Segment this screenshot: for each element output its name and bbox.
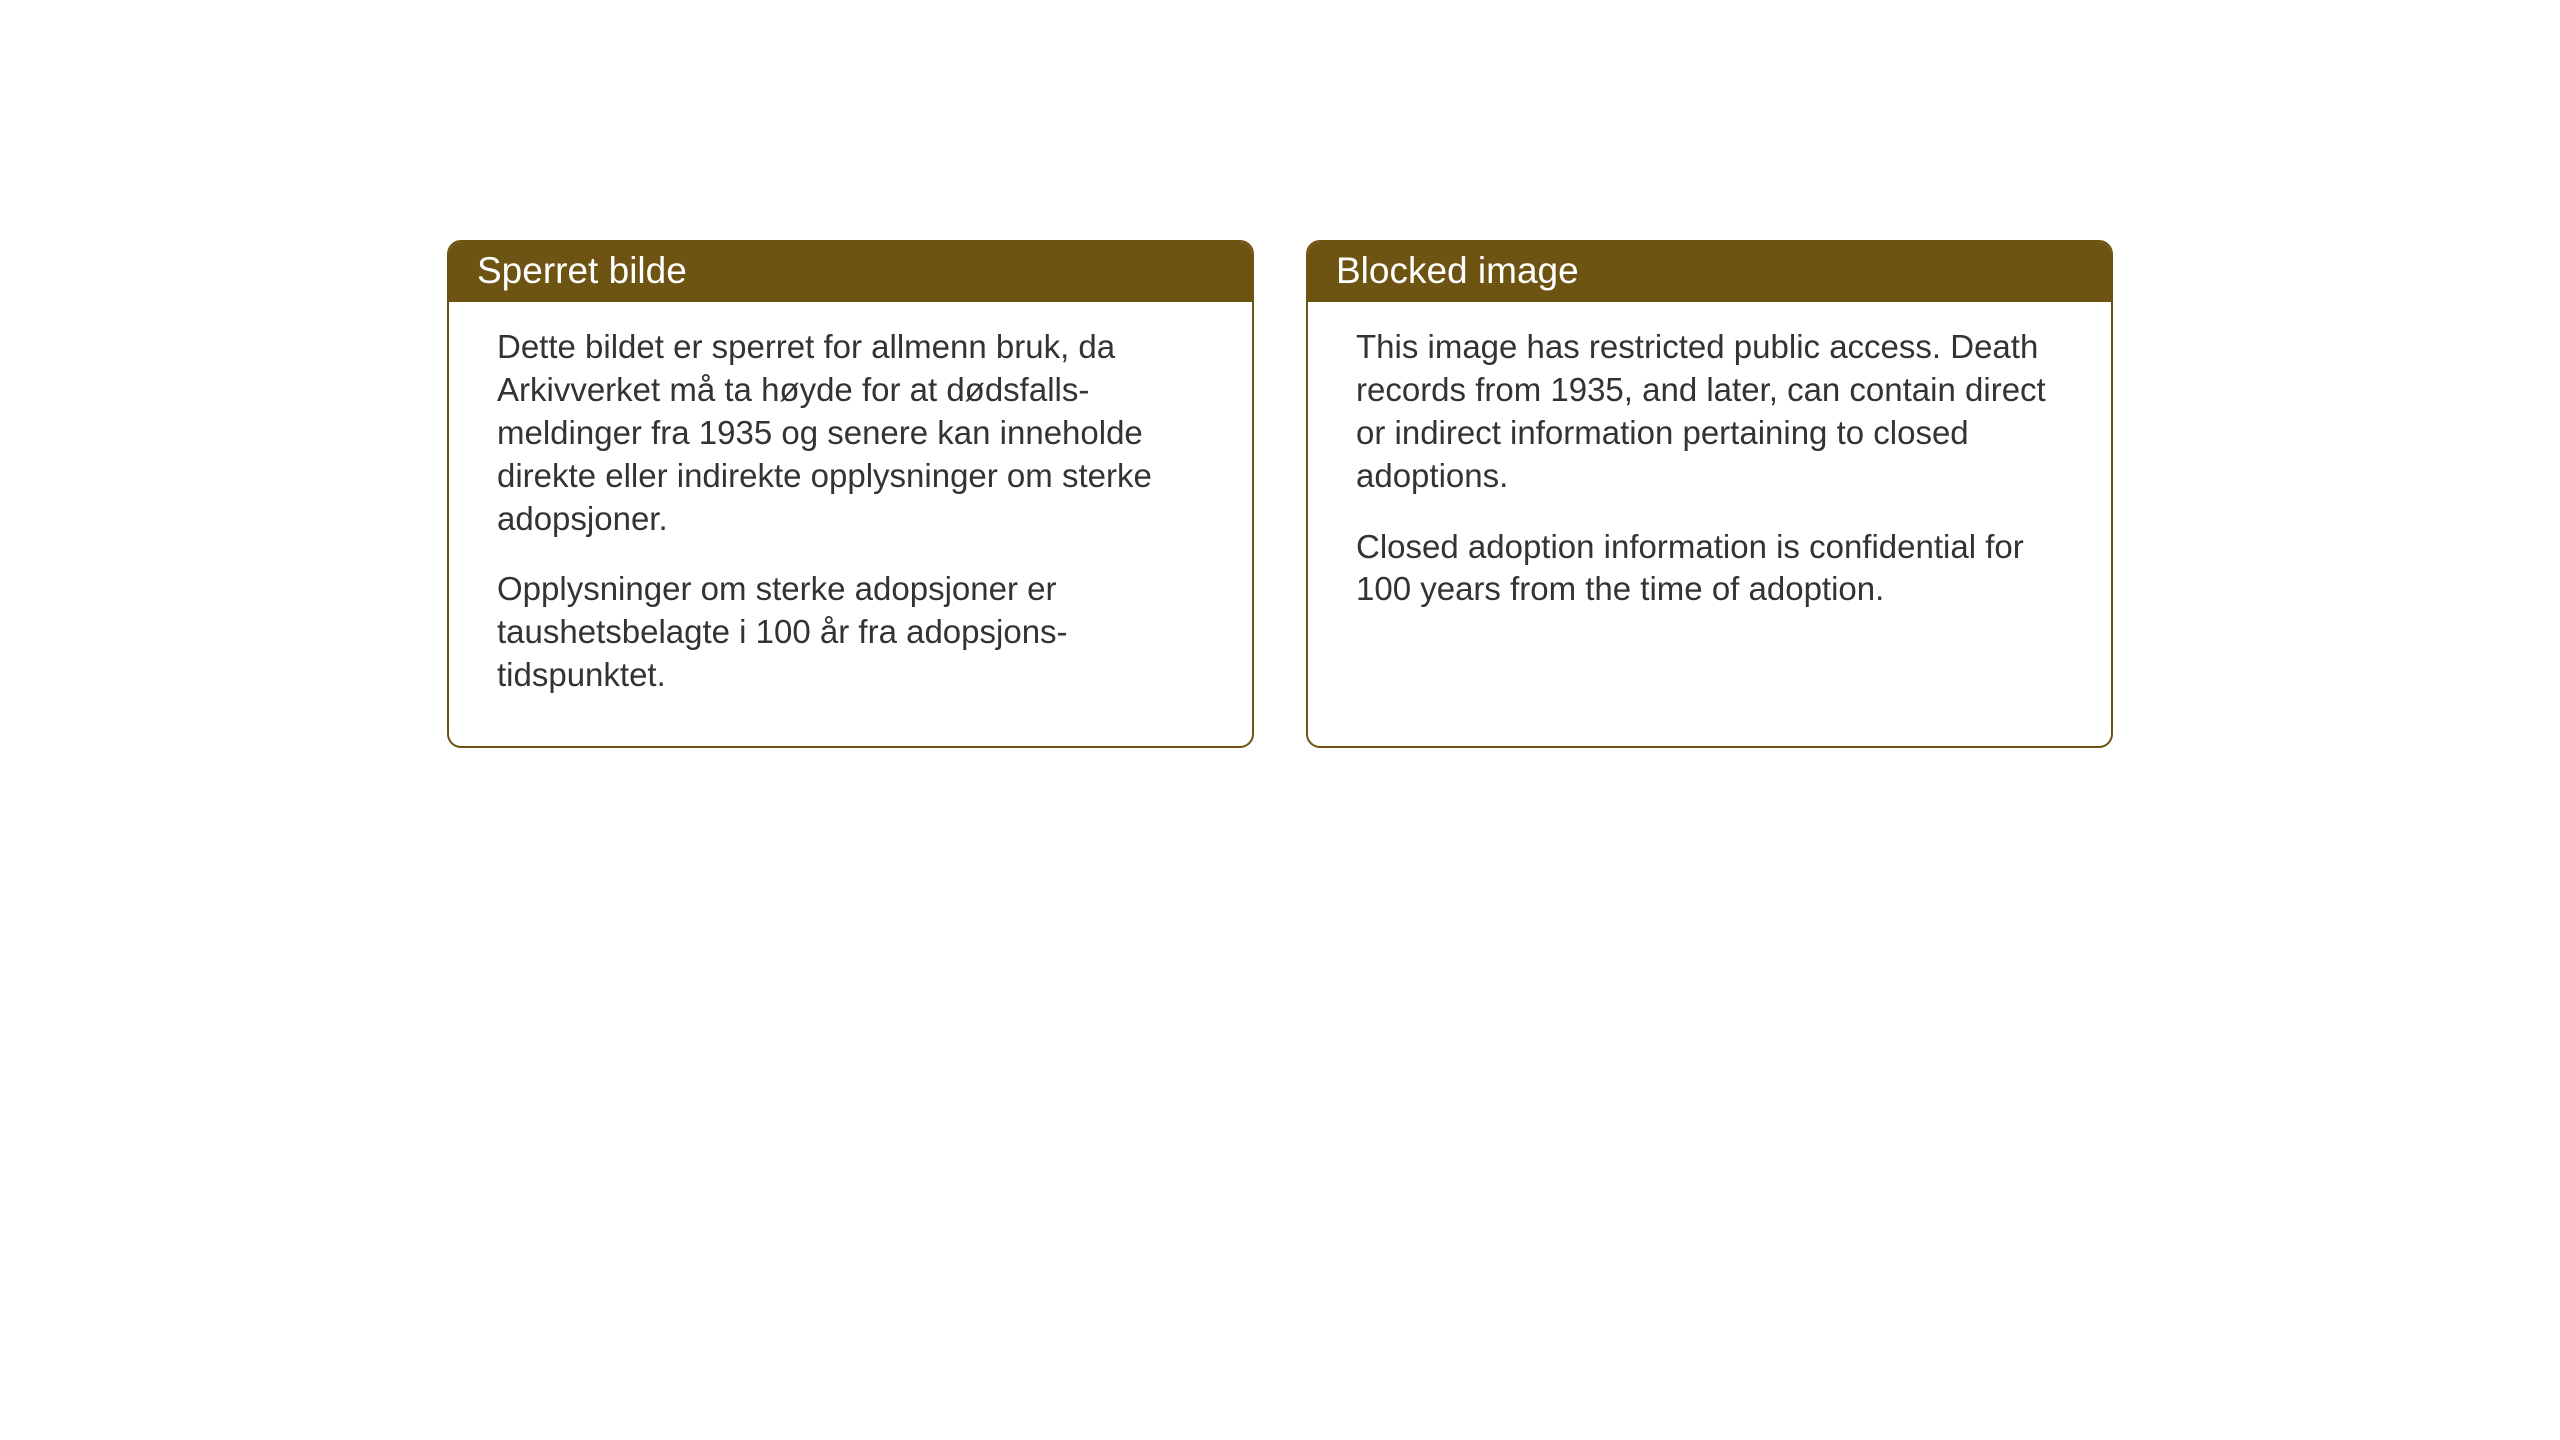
norwegian-card-header: Sperret bilde bbox=[449, 242, 1252, 302]
english-card-header: Blocked image bbox=[1308, 242, 2111, 302]
norwegian-card-body: Dette bildet er sperret for allmenn bruk… bbox=[449, 302, 1252, 727]
cards-container: Sperret bilde Dette bildet er sperret fo… bbox=[447, 240, 2113, 748]
english-card-body: This image has restricted public access.… bbox=[1308, 302, 2111, 641]
english-card: Blocked image This image has restricted … bbox=[1306, 240, 2113, 748]
norwegian-card: Sperret bilde Dette bildet er sperret fo… bbox=[447, 240, 1254, 748]
english-paragraph-1: This image has restricted public access.… bbox=[1356, 326, 2063, 498]
norwegian-paragraph-1: Dette bildet er sperret for allmenn bruk… bbox=[497, 326, 1204, 540]
english-paragraph-2: Closed adoption information is confident… bbox=[1356, 526, 2063, 612]
norwegian-paragraph-2: Opplysninger om sterke adopsjoner er tau… bbox=[497, 568, 1204, 697]
